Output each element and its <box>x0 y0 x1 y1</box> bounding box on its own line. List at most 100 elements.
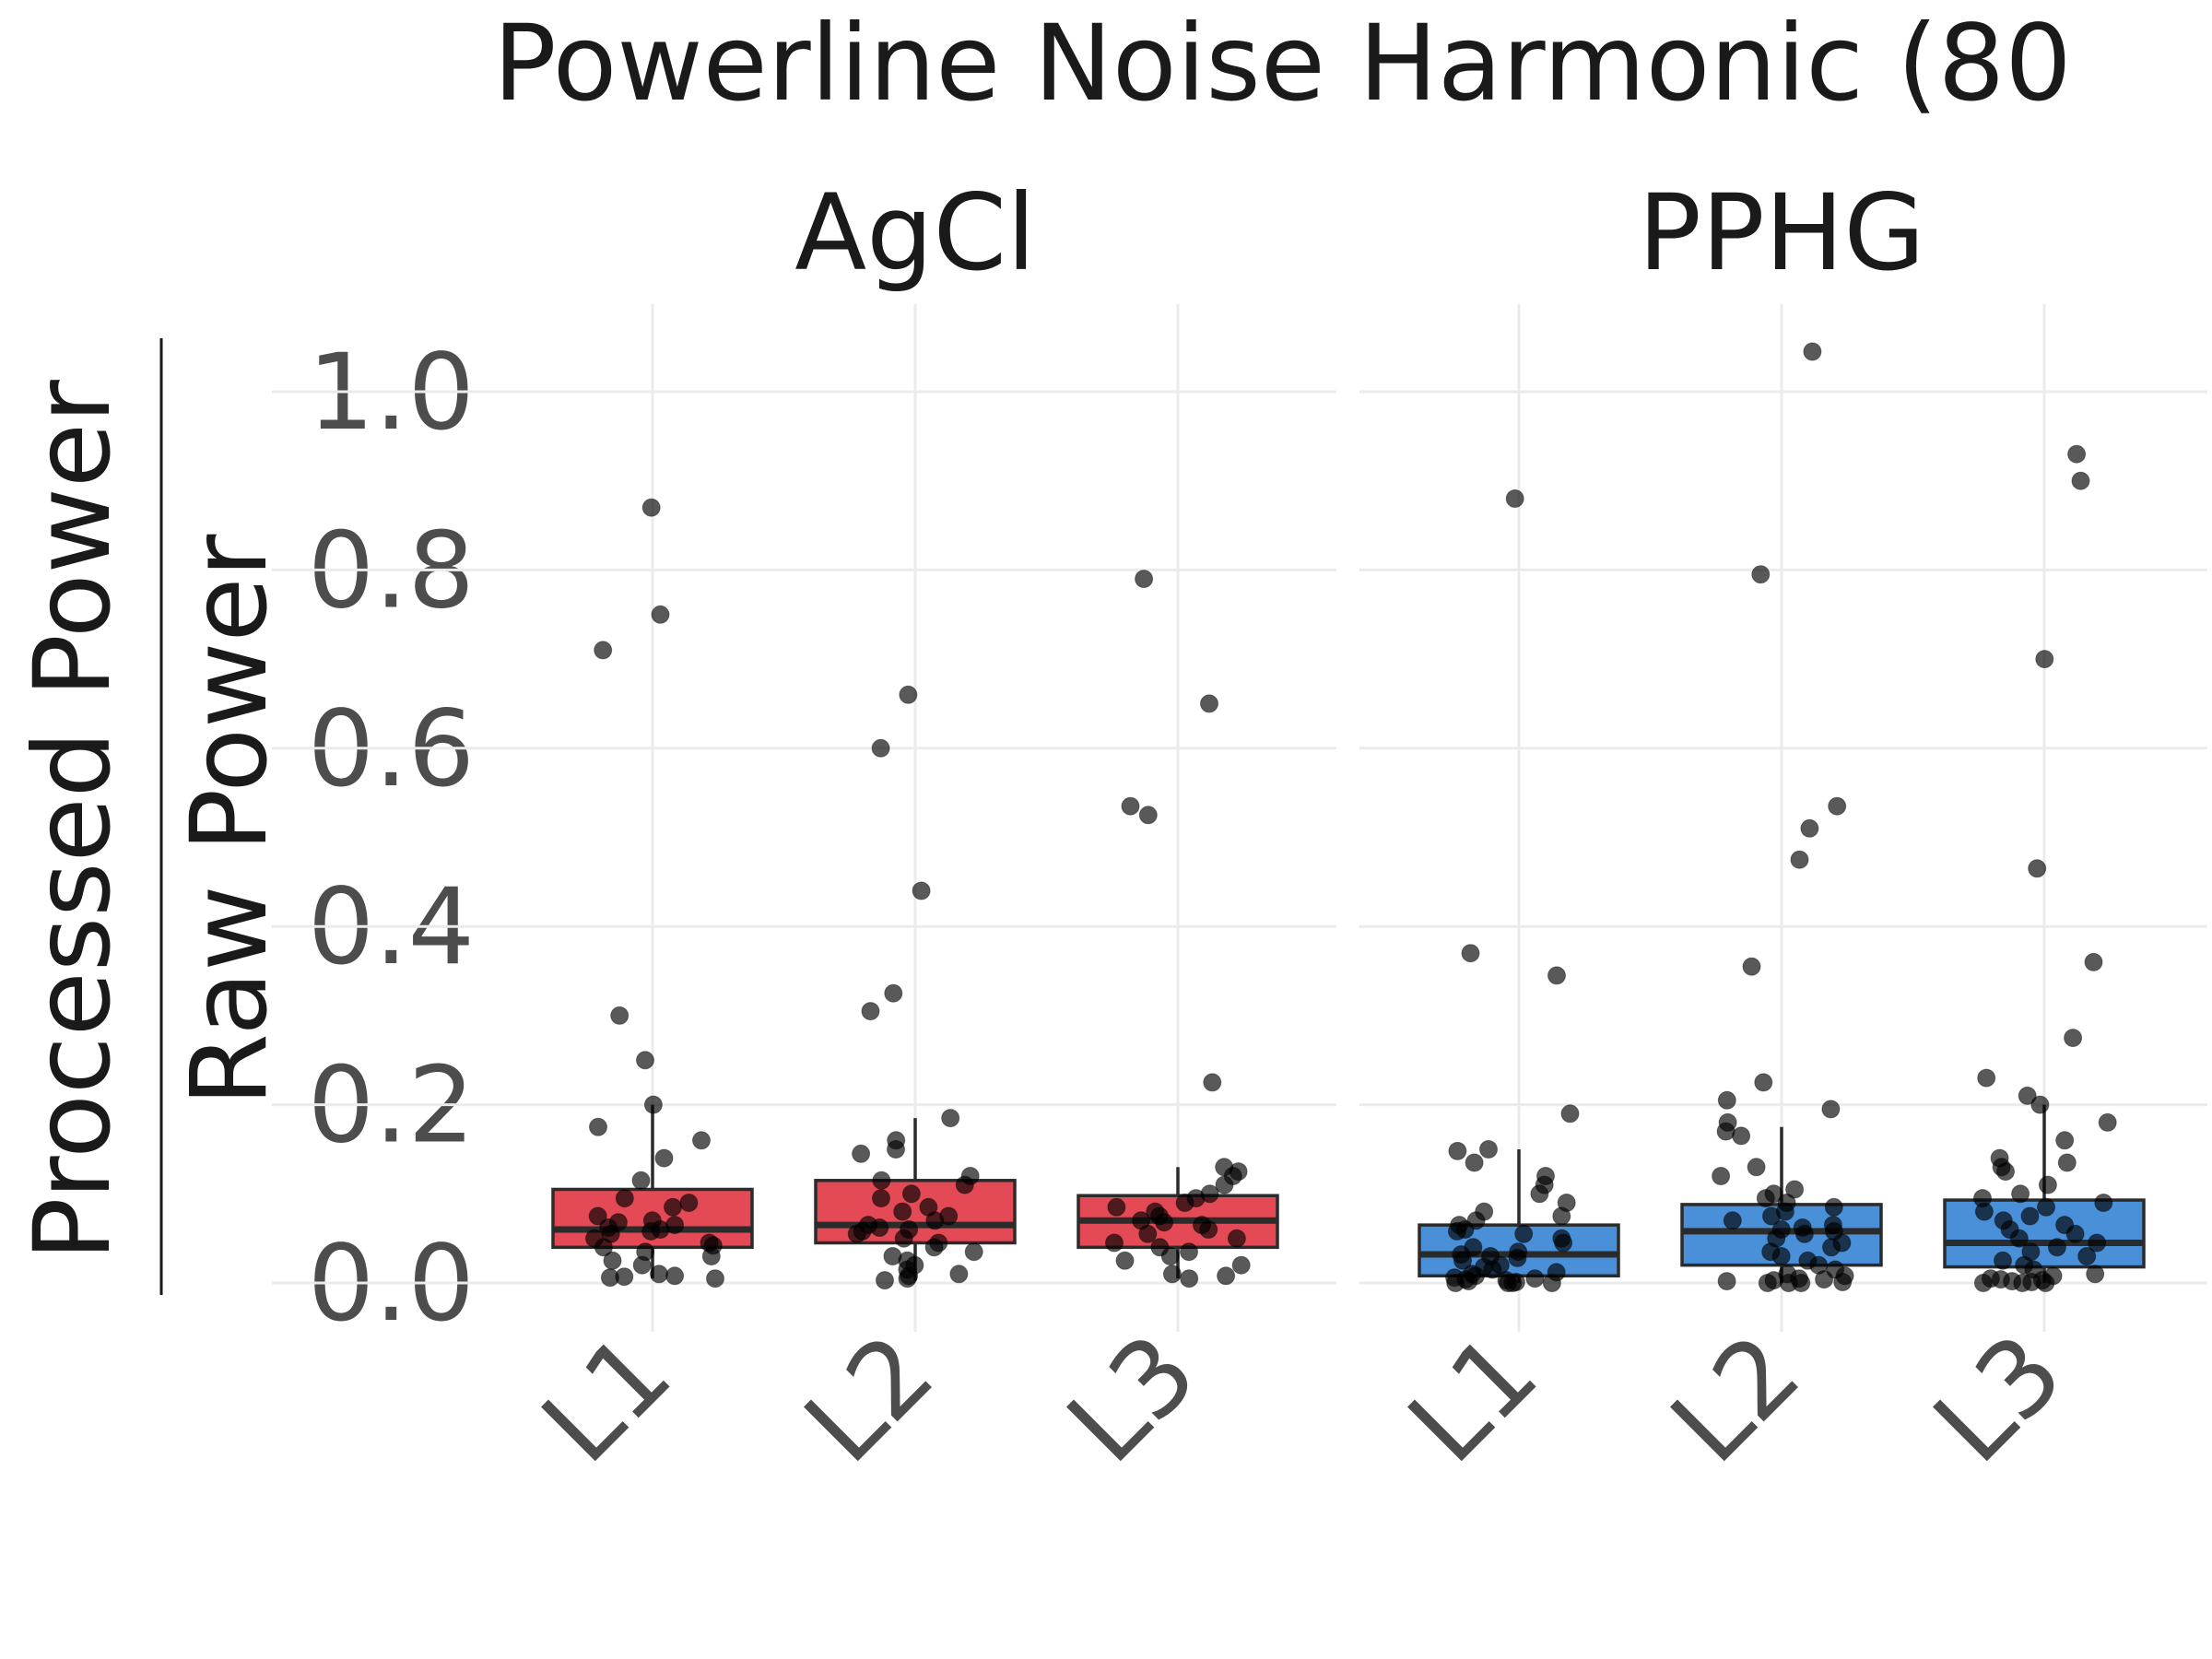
data-point <box>924 1238 944 1257</box>
data-point <box>2011 1184 2030 1204</box>
data-point <box>2098 1112 2117 1132</box>
data-point <box>2035 650 2054 669</box>
data-point <box>1790 850 1809 869</box>
data-point <box>589 1117 607 1136</box>
data-point <box>1751 565 1771 584</box>
data-point <box>1105 1233 1124 1253</box>
data-point <box>1822 1238 1841 1257</box>
data-point <box>925 1211 945 1230</box>
data-point <box>1160 1247 1180 1265</box>
data-point <box>706 1269 724 1288</box>
data-point <box>1833 1273 1853 1291</box>
data-point <box>2047 1238 2066 1257</box>
data-point <box>1542 1274 1561 1292</box>
data-point <box>949 1265 969 1284</box>
data-point <box>852 1144 871 1163</box>
data-point <box>872 1171 891 1190</box>
data-point <box>1803 342 1822 361</box>
data-point <box>941 1109 960 1128</box>
data-point <box>1508 1248 1527 1267</box>
data-point <box>1560 1104 1580 1124</box>
data-point <box>594 641 613 660</box>
data-point <box>1115 1251 1135 1270</box>
data-point <box>1785 1180 1805 1199</box>
data-point <box>1503 1274 1523 1292</box>
data-point <box>2037 1197 2055 1217</box>
data-point <box>1483 1260 1502 1279</box>
data-point <box>665 1266 685 1286</box>
data-point <box>955 1175 974 1194</box>
data-point <box>1447 1221 1466 1241</box>
data-point <box>884 983 903 1003</box>
data-point <box>664 1197 682 1217</box>
data-point <box>1217 1266 1236 1286</box>
data-point <box>1525 1269 1545 1288</box>
data-point <box>887 1140 905 1159</box>
data-point <box>631 1171 651 1190</box>
data-point <box>1465 1153 1484 1172</box>
data-point <box>1754 1073 1773 1092</box>
data-point <box>1461 944 1480 963</box>
data-point <box>2088 1233 2107 1253</box>
data-point <box>901 1184 921 1204</box>
data-point <box>1552 1206 1571 1226</box>
data-point <box>1732 1126 1751 1146</box>
data-point <box>861 1002 880 1021</box>
data-point <box>1712 1167 1731 1185</box>
data-point <box>1977 1068 1996 1088</box>
data-point <box>2077 1247 2097 1265</box>
data-point <box>679 1194 699 1212</box>
data-point <box>1448 1141 1467 1160</box>
data-point <box>651 605 670 624</box>
data-point <box>1762 1206 1781 1226</box>
y-axis-title: Processed Power Raw Power <box>11 338 290 1295</box>
data-point <box>876 1271 894 1290</box>
data-point <box>871 738 890 758</box>
data-point <box>1199 1220 1218 1239</box>
data-point <box>1155 1213 1174 1232</box>
data-point <box>1514 1224 1534 1243</box>
data-point <box>1717 1090 1736 1110</box>
data-point <box>1716 1122 1735 1141</box>
data-point <box>1121 796 1140 816</box>
data-point <box>898 1269 917 1288</box>
data-point <box>1446 1274 1465 1292</box>
data-point <box>1203 1073 1222 1092</box>
data-point <box>2018 1086 2037 1105</box>
data-point <box>1453 1251 1472 1270</box>
data-point <box>1815 1270 1834 1289</box>
data-point <box>632 1255 652 1275</box>
data-point <box>1771 1247 1791 1265</box>
data-point <box>1162 1265 1182 1284</box>
data-point <box>2094 1194 2113 1212</box>
data-point <box>847 1224 866 1243</box>
data-point <box>1821 1100 1841 1119</box>
data-point <box>2013 1274 2032 1292</box>
data-point <box>1138 1224 1158 1243</box>
data-point <box>641 1221 661 1241</box>
data-point <box>894 1229 913 1248</box>
data-point <box>1215 1175 1234 1194</box>
data-point <box>1180 1242 1198 1262</box>
data-point <box>2020 1206 2040 1226</box>
data-point <box>1800 818 1819 838</box>
data-point <box>1996 1162 2015 1182</box>
data-point <box>2071 471 2090 490</box>
data-point <box>1792 1274 1811 1292</box>
data-point <box>1505 489 1524 508</box>
data-point <box>643 1095 663 1114</box>
data-point <box>2030 1095 2050 1114</box>
data-point <box>2009 1229 2029 1248</box>
y-axis-title-numerator: Processed Power <box>11 380 134 1261</box>
data-point <box>1135 570 1154 589</box>
data-point <box>636 1051 654 1070</box>
data-point <box>1824 1197 1843 1217</box>
data-point <box>1227 1229 1246 1248</box>
data-point <box>872 1189 890 1208</box>
data-point <box>650 1265 668 1284</box>
data-point <box>1547 966 1566 985</box>
data-point <box>641 498 661 517</box>
